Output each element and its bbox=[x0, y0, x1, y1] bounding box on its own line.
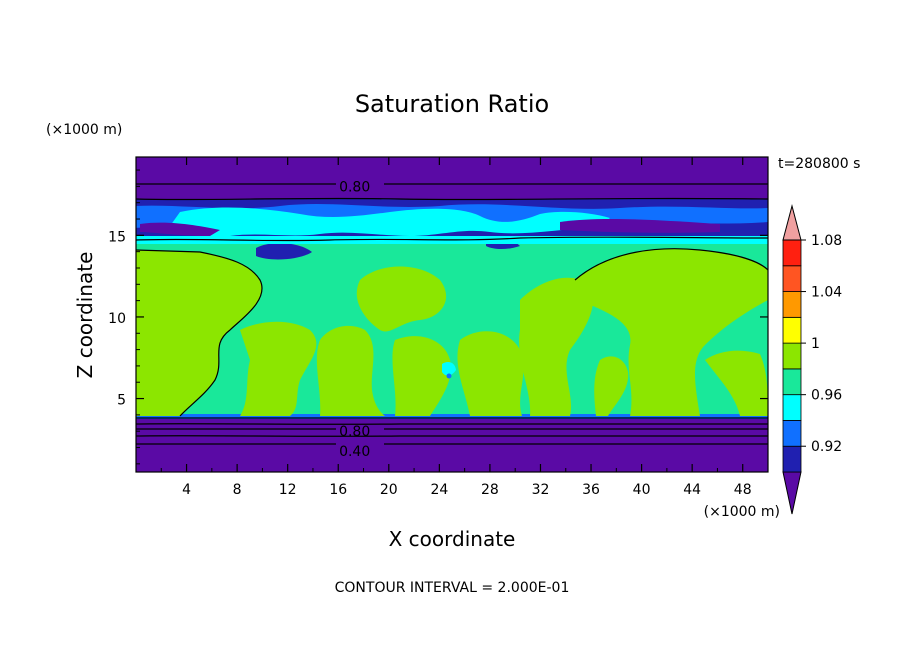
x-tick-label: 40 bbox=[633, 482, 651, 498]
colorbar-segment bbox=[782, 342, 802, 370]
contour-label: 0.80 bbox=[339, 424, 370, 440]
y-tick-label: 10 bbox=[108, 311, 126, 327]
y-axis-title: Z coordinate bbox=[73, 252, 97, 379]
colorbar-segment bbox=[782, 368, 802, 396]
x-axis-title: X coordinate bbox=[389, 527, 516, 551]
chart-title: Saturation Ratio bbox=[355, 90, 549, 118]
colorbar-label: 1 bbox=[811, 336, 820, 352]
contour-lines bbox=[136, 183, 768, 445]
layer-mid-troposphere bbox=[136, 250, 263, 416]
y-tick-label: 5 bbox=[117, 393, 126, 409]
x-tick-label: 12 bbox=[279, 482, 297, 498]
y-unit-label: (×1000 m) bbox=[46, 122, 122, 138]
time-label: t=280800 s bbox=[778, 156, 860, 172]
x-tick-label: 8 bbox=[233, 482, 242, 498]
contour-interval-label: CONTOUR INTERVAL = 2.000E-01 bbox=[335, 580, 570, 596]
x-tick-label: 16 bbox=[329, 482, 347, 498]
colorbar-segment bbox=[782, 420, 802, 447]
x-tick-label: 36 bbox=[582, 482, 600, 498]
x-tick-label: 48 bbox=[734, 482, 752, 498]
x-axis: 4 8 12 16 20 24 28 32 36 40 44 48 bbox=[160, 157, 769, 498]
contour-plot bbox=[136, 157, 768, 472]
colorbar-segment bbox=[782, 394, 802, 421]
x-tick-label: 28 bbox=[481, 482, 499, 498]
layer-lower-dry bbox=[136, 418, 768, 472]
y-axis: 5 10 15 bbox=[108, 169, 768, 465]
colorbar-lower-arrow bbox=[782, 471, 802, 515]
colorbar-label: 0.92 bbox=[811, 439, 842, 455]
colorbar: 0.92 0.96 1 1.04 1.08 bbox=[782, 204, 842, 515]
y-tick-label: 15 bbox=[108, 229, 126, 245]
colorbar-label: 1.08 bbox=[811, 233, 842, 249]
colorbar-segment bbox=[782, 445, 802, 473]
colorbar-segment bbox=[782, 239, 802, 267]
colorbar-segment bbox=[782, 316, 802, 344]
contour-label: 0.80 bbox=[339, 179, 370, 195]
x-tick-label: 32 bbox=[532, 482, 550, 498]
contour-label: 0.40 bbox=[339, 444, 370, 460]
x-tick-label: 44 bbox=[683, 482, 701, 498]
x-unit-label: (×1000 m) bbox=[704, 504, 780, 520]
plot-frame bbox=[135, 156, 769, 473]
colorbar-label: 0.96 bbox=[811, 388, 842, 404]
colorbar-upper-arrow bbox=[782, 204, 802, 241]
x-tick-label: 4 bbox=[182, 482, 191, 498]
x-tick-label: 24 bbox=[430, 482, 448, 498]
colorbar-segment bbox=[782, 265, 802, 292]
colorbar-segment bbox=[782, 291, 802, 318]
contour-labels: 0.80 0.80 0.40 bbox=[339, 179, 370, 459]
layer-upper-dry bbox=[136, 157, 768, 199]
x-tick-label: 20 bbox=[380, 482, 398, 498]
colorbar-label: 1.04 bbox=[811, 285, 842, 301]
